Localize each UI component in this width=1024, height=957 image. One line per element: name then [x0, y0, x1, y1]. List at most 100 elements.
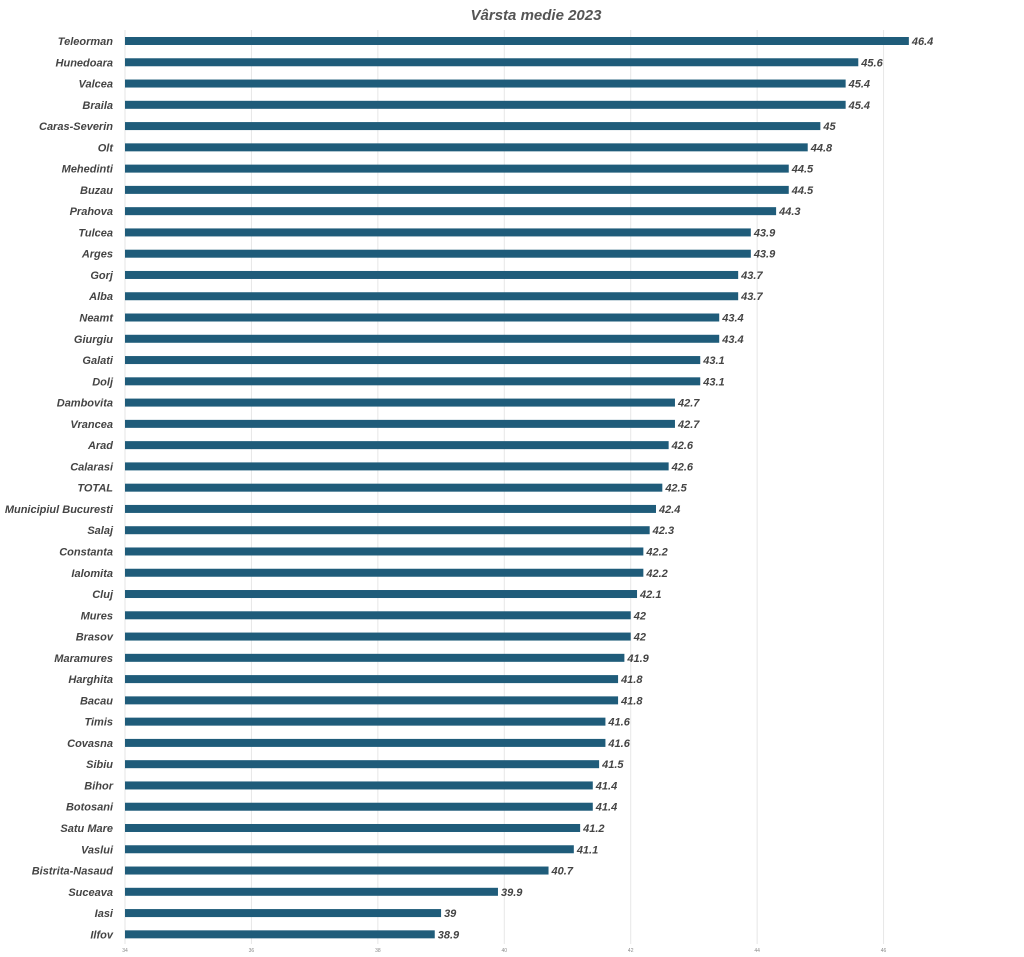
data-label: 38.9: [438, 929, 460, 941]
data-label: 41.8: [620, 695, 643, 707]
category-label: Giurgiu: [74, 334, 113, 346]
data-label: 45.4: [848, 100, 870, 112]
data-label: 43.9: [753, 249, 776, 261]
category-label: Valcea: [79, 79, 113, 91]
data-label: 43.1: [702, 376, 724, 388]
category-label: Arges: [81, 249, 113, 261]
data-label: 43.4: [721, 334, 743, 346]
bar: [125, 228, 751, 237]
bar: [125, 398, 675, 407]
data-label: 39: [444, 908, 457, 920]
category-label: Timis: [84, 717, 113, 729]
category-label: Botosani: [66, 802, 114, 814]
bar: [125, 100, 846, 109]
category-label: Cluj: [92, 589, 114, 601]
category-label: Braila: [82, 100, 113, 112]
data-label: 42: [633, 610, 646, 622]
category-label: Sibiu: [86, 759, 113, 771]
bar: [125, 356, 701, 365]
category-label: TOTAL: [77, 483, 113, 495]
data-label: 41.6: [607, 717, 630, 729]
category-label: Prahova: [70, 206, 113, 218]
chart-title: Vârsta medie 2023: [471, 7, 603, 24]
category-label: Olt: [98, 142, 115, 154]
data-label: 41.5: [601, 759, 624, 771]
bar: [125, 483, 663, 492]
bar: [125, 909, 442, 918]
bar: [125, 738, 606, 747]
data-label: 44.5: [791, 185, 814, 197]
data-label: 42.2: [645, 568, 667, 580]
bar: [125, 122, 821, 131]
category-label: Teleorman: [58, 36, 114, 48]
category-label: Dolj: [92, 376, 114, 388]
data-label: 45.6: [860, 57, 883, 69]
category-label: Caras-Severin: [39, 121, 113, 133]
category-label: Salaj: [87, 525, 114, 537]
data-label: 43.4: [721, 313, 743, 325]
bar: [125, 547, 644, 556]
data-label: 43.9: [753, 227, 776, 239]
data-label: 44.8: [810, 142, 833, 154]
bar: [125, 164, 789, 173]
data-label: 41.9: [626, 653, 649, 665]
bar: [125, 590, 638, 599]
category-label: Brasov: [76, 632, 114, 644]
bar: [125, 313, 720, 322]
data-label: 44.3: [778, 206, 800, 218]
data-label: 41.2: [582, 823, 604, 835]
category-label: Mehedinti: [62, 164, 114, 176]
bar: [125, 568, 644, 577]
data-label: 42.7: [677, 419, 700, 431]
x-tick-label: 46: [881, 948, 887, 954]
bar: [125, 79, 846, 88]
data-label: 42.3: [652, 525, 674, 537]
category-label: Covasna: [67, 738, 113, 750]
category-label: Dambovita: [57, 398, 113, 410]
bar: [125, 696, 619, 705]
data-label: 41.6: [607, 738, 630, 750]
category-label: Bihor: [84, 780, 113, 792]
x-tick-label: 34: [122, 948, 128, 954]
category-label: Constanta: [59, 546, 113, 558]
bar: [125, 823, 581, 832]
data-label: 42.6: [671, 461, 694, 473]
category-label: Mures: [81, 610, 113, 622]
bar: [125, 930, 435, 939]
category-label: Bacau: [80, 695, 113, 707]
bar: [125, 802, 593, 811]
data-label: 42.1: [639, 589, 661, 601]
category-label: Suceava: [68, 887, 113, 899]
bar: [125, 781, 593, 790]
category-label: Maramures: [54, 653, 113, 665]
x-axis-ticks: 34 36 38 40 42 44 46: [122, 948, 886, 954]
bar: [125, 270, 739, 279]
bar: [125, 717, 606, 726]
data-label: 41.4: [595, 780, 617, 792]
data-label: 43.7: [740, 270, 763, 282]
bar: [125, 207, 777, 216]
bar: [125, 419, 675, 428]
category-label: Ilfov: [90, 929, 113, 941]
bars: [125, 37, 909, 939]
bar: [125, 526, 650, 535]
data-label: 46.4: [911, 36, 933, 48]
x-tick-label: 44: [754, 948, 760, 954]
category-label: Calarasi: [70, 461, 114, 473]
category-label: Satu Mare: [60, 823, 113, 835]
data-label: 44.5: [791, 164, 814, 176]
category-label: Tulcea: [78, 227, 113, 239]
bar: [125, 845, 574, 854]
category-label: Neamt: [79, 313, 114, 325]
data-label: 45: [822, 121, 836, 133]
bar: [125, 334, 720, 343]
x-tick-label: 36: [249, 948, 255, 954]
bar: [125, 58, 859, 67]
data-label: 41.8: [620, 674, 643, 686]
bar: [125, 37, 909, 45]
bar: [125, 887, 498, 896]
category-label: Arad: [87, 440, 113, 452]
bar: [125, 143, 808, 152]
category-label: Alba: [88, 291, 113, 303]
